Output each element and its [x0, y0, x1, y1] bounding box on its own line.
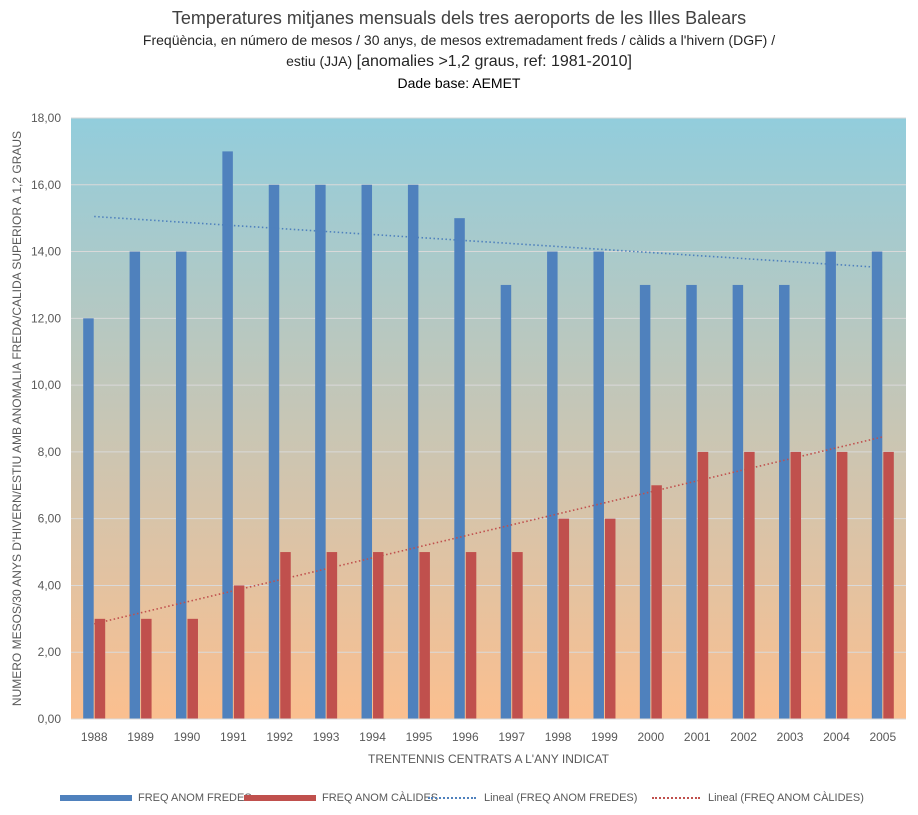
legend-label-trend-fredes: Lineal (FREQ ANOM FREDES) — [484, 792, 638, 804]
legend-swatch-fredes — [60, 795, 132, 801]
x-tick-label: 1994 — [359, 730, 386, 744]
chart-subtitle-line2: estiu (JJA) [anomalies >1,2 graus, ref: … — [0, 51, 918, 73]
y-tick-label: 8,00 — [38, 445, 62, 459]
legend-label-calides: FREQ ANOM CÀLIDES — [322, 792, 439, 804]
y-tick-label: 6,00 — [38, 512, 62, 526]
x-tick-label: 2002 — [730, 730, 757, 744]
bar-calides — [697, 451, 709, 719]
bar-fredes — [361, 184, 373, 719]
x-tick-label: 1996 — [452, 730, 479, 744]
legend-item-trend-calides: Lineal (FREQ ANOM CÀLIDES) — [652, 792, 864, 804]
x-tick-label: 2001 — [684, 730, 711, 744]
bar-fredes — [500, 284, 512, 719]
chart-subtitle-small: estiu (JJA) — [286, 53, 353, 69]
x-tick-label: 1997 — [498, 730, 525, 744]
legend-swatch-trend-fredes — [428, 797, 476, 799]
y-tick-label: 16,00 — [31, 178, 61, 192]
legend-swatch-trend-calides — [652, 797, 700, 799]
bar-fredes — [268, 184, 280, 719]
x-axis-label: TRENTENNIS CENTRATS A L'ANY INDICAT — [368, 752, 610, 766]
bar-calides — [790, 451, 802, 719]
bar-calides — [233, 585, 245, 719]
x-tick-label: 2004 — [823, 730, 850, 744]
trendline-calides — [94, 436, 883, 625]
x-tick-label: 1989 — [127, 730, 154, 744]
trendlines — [94, 215, 883, 625]
bar-fredes — [593, 251, 604, 720]
x-tick-label: 1992 — [266, 730, 293, 744]
legend-label-fredes: FREQ ANOM FREDES — [138, 792, 252, 804]
chart-subtitle-line1: Freqüència, en número de mesos / 30 anys… — [142, 32, 776, 48]
bar-calides — [836, 451, 848, 719]
chart-title-block: Temperatures mitjanes mensuals dels tres… — [0, 6, 918, 93]
bar-calides — [512, 552, 523, 719]
bar-fredes — [639, 284, 651, 719]
legend-item-trend-fredes: Lineal (FREQ ANOM FREDES) — [428, 792, 637, 804]
x-tick-label: 2003 — [777, 730, 804, 744]
y-tick-label: 4,00 — [38, 578, 62, 592]
bar-fredes — [825, 251, 836, 720]
x-tick-label: 1999 — [591, 730, 618, 744]
x-tick-label: 1988 — [81, 730, 108, 744]
x-tick-label: 1998 — [545, 730, 572, 744]
x-axis-ticks: 1988 1989 1990 1991 1992 1993 1994 1995 1996 1997… — [71, 718, 906, 744]
x-tick-label: 2000 — [638, 730, 665, 744]
y-tick-label: 2,00 — [38, 645, 62, 659]
bar-calides — [187, 618, 198, 719]
legend-label-trend-calides: Lineal (FREQ ANOM CÀLIDES) — [708, 792, 864, 804]
gridlines — [71, 117, 906, 720]
bar-calides — [465, 552, 477, 719]
plot-area — [71, 118, 906, 719]
bar-calides — [419, 552, 430, 719]
chart-data-source: Dade base: AEMET — [397, 75, 521, 91]
y-tick-label: 10,00 — [31, 378, 61, 392]
x-tick-label: 1990 — [174, 730, 201, 744]
legend: FREQ ANOM FREDES FREQ ANOM CÀLIDES Linea… — [60, 792, 910, 812]
legend-swatch-calides — [244, 795, 316, 801]
bar-calides — [141, 618, 152, 719]
bar-calides — [744, 451, 755, 719]
legend-item-fredes: FREQ ANOM FREDES — [60, 792, 252, 804]
bar-fredes — [547, 251, 558, 720]
x-tick-label: 1991 — [220, 730, 247, 744]
x-tick-label: 2005 — [869, 730, 896, 744]
bar-fredes — [315, 184, 326, 719]
bar-fredes — [686, 284, 697, 719]
legend-item-calides: FREQ ANOM CÀLIDES — [244, 792, 438, 804]
y-tick-label: 14,00 — [31, 245, 61, 259]
y-tick-label: 18,00 — [31, 111, 61, 125]
chart-title: Temperatures mitjanes mensuals dels tres… — [171, 8, 747, 28]
bar-calides — [651, 485, 662, 719]
bar-fredes — [454, 218, 465, 719]
bar-calides — [604, 518, 616, 719]
bar-fredes — [779, 284, 790, 719]
bar-calides — [883, 451, 894, 719]
chart-subtitle-big: [anomalies >1,2 graus, ref: 1981-2010] — [352, 53, 632, 70]
x-tick-label: 1993 — [313, 730, 340, 744]
y-tick-label: 0,00 — [38, 712, 62, 726]
y-axis-label: NUMERO MESOS/30 ANYS D'HIVERN/ESTIU AMB … — [10, 131, 24, 706]
bar-fredes — [83, 318, 94, 719]
y-tick-label: 12,00 — [31, 311, 61, 325]
bar-fredes — [732, 284, 744, 719]
bars — [83, 151, 894, 720]
y-axis-ticks: 0,00 2,00 4,00 6,00 8,00 10,00 12,00 14,00 16,00… — [31, 111, 61, 726]
bar-calides — [373, 552, 384, 719]
bar-fredes — [175, 251, 187, 720]
bar-calides — [326, 552, 338, 719]
bar-fredes — [871, 251, 883, 720]
bar-fredes — [407, 184, 419, 719]
bar-fredes — [129, 251, 141, 720]
bar-calides — [280, 552, 291, 719]
bar-calides — [94, 618, 106, 719]
bar-calides — [558, 518, 570, 719]
x-tick-label: 1995 — [406, 730, 433, 744]
bar-fredes — [222, 151, 233, 719]
